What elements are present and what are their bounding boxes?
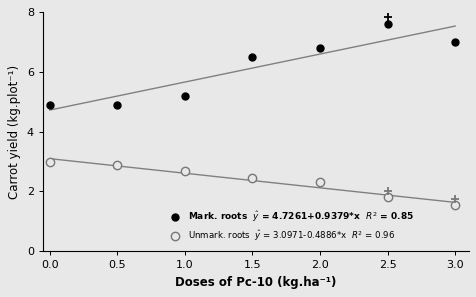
Y-axis label: Carrot yield (kg.plot⁻¹): Carrot yield (kg.plot⁻¹)	[8, 65, 21, 199]
Legend: Mark. roots  $\hat{y}$ = 4.7261+0.9379*x  $R^2$ = 0.85, Unmark. roots  $\hat{y}$: Mark. roots $\hat{y}$ = 4.7261+0.9379*x …	[162, 206, 416, 247]
X-axis label: Doses of Pc-10 (kg.ha⁻¹): Doses of Pc-10 (kg.ha⁻¹)	[175, 276, 336, 289]
